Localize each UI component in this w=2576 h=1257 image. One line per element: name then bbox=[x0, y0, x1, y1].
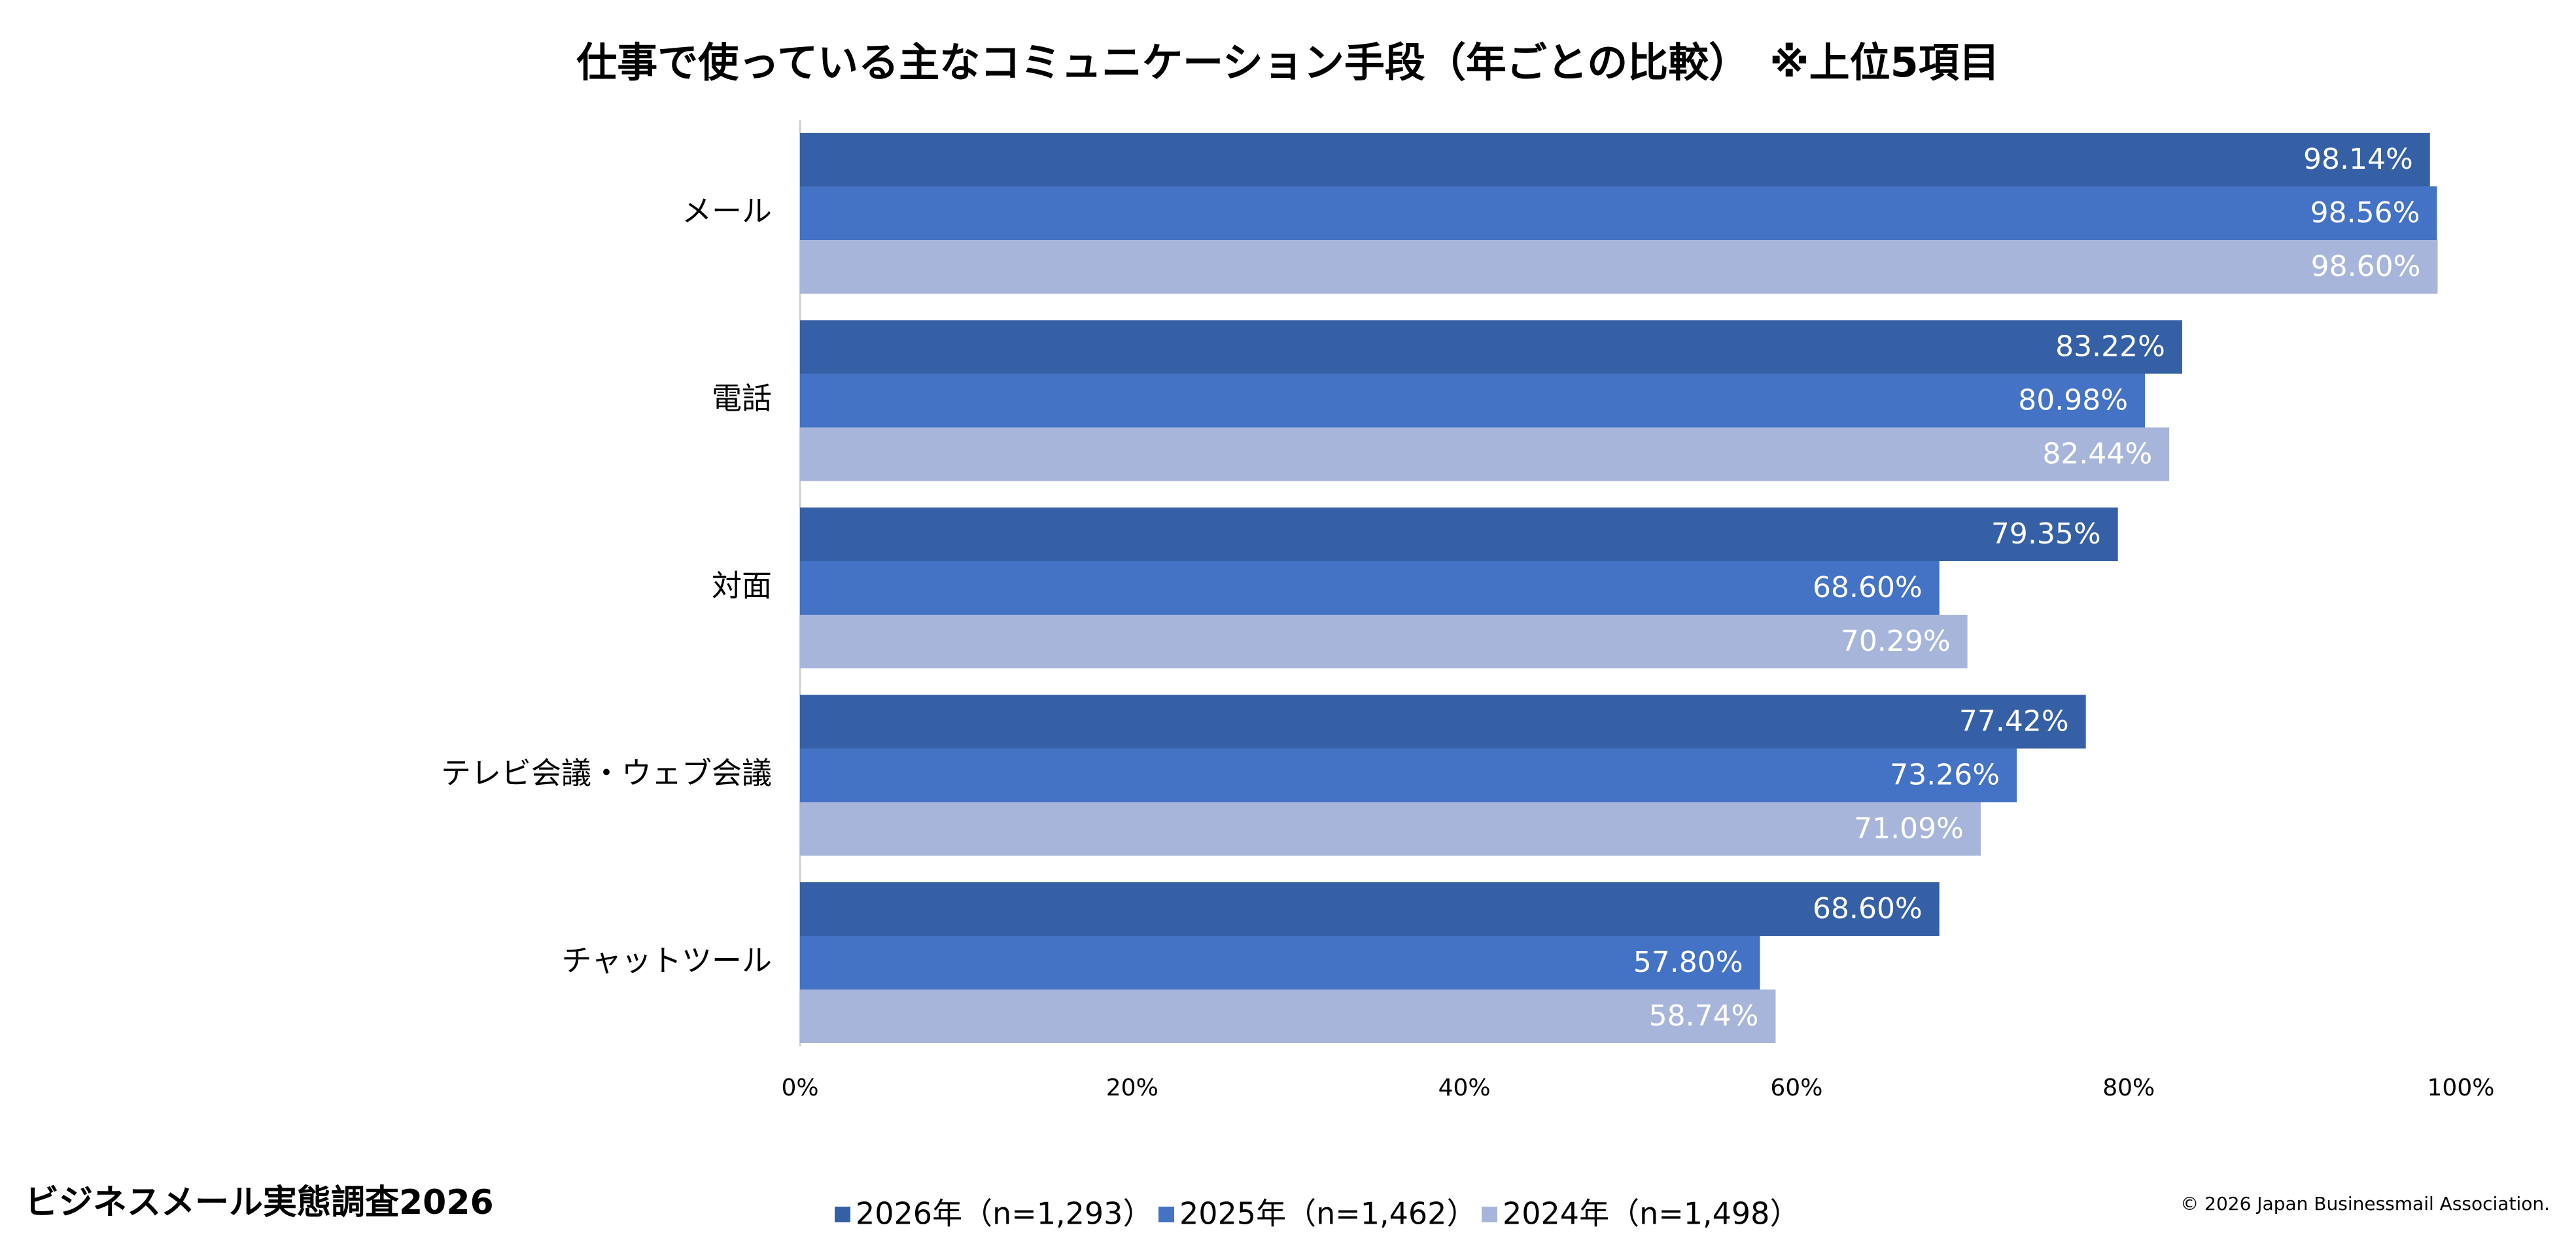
bar bbox=[800, 615, 1968, 668]
bar bbox=[800, 695, 2086, 749]
y-tick-label: 電話 bbox=[712, 381, 772, 416]
value-label: 82.44% bbox=[2042, 438, 2152, 471]
value-label: 68.60% bbox=[1813, 892, 1923, 925]
bar bbox=[800, 990, 1776, 1043]
value-label: 71.09% bbox=[1854, 812, 1964, 846]
legend-label: 2024年（n=1,498） bbox=[1503, 1196, 1800, 1231]
bar bbox=[800, 802, 1981, 856]
copyright: © 2026 Japan Businessmail Association. bbox=[2180, 1193, 2550, 1214]
value-label: 83.22% bbox=[2055, 330, 2165, 364]
bar bbox=[800, 427, 2170, 481]
value-label: 80.98% bbox=[2018, 384, 2128, 417]
chart-title: 仕事で使っている主なコミュニケーション手段（年ごとの比較） ※上位5項目 bbox=[576, 39, 1999, 86]
x-tick-label: 20% bbox=[1106, 1075, 1158, 1101]
x-tick-label: 100% bbox=[2428, 1075, 2495, 1101]
x-tick-label: 40% bbox=[1438, 1075, 1491, 1101]
bar bbox=[800, 240, 2438, 294]
bar bbox=[800, 508, 2118, 561]
value-label: 58.74% bbox=[1649, 999, 1759, 1033]
legend-label: 2026年（n=1,293） bbox=[856, 1196, 1153, 1231]
bar bbox=[800, 320, 2182, 374]
legend-swatch bbox=[1482, 1207, 1497, 1222]
bar bbox=[800, 133, 2430, 186]
value-label: 98.56% bbox=[2310, 196, 2420, 230]
value-label: 70.29% bbox=[1841, 625, 1951, 658]
bar bbox=[800, 748, 2017, 802]
bar bbox=[800, 882, 1940, 936]
bar bbox=[800, 373, 2146, 428]
value-label: 73.26% bbox=[1890, 759, 2000, 792]
bar bbox=[800, 936, 1760, 990]
bar bbox=[800, 186, 2437, 240]
y-tick-label: メール bbox=[682, 194, 772, 229]
source: ビジネスメール実態調査2026 bbox=[25, 1183, 494, 1222]
value-label: 57.80% bbox=[1633, 946, 1743, 979]
legend-swatch bbox=[1158, 1207, 1174, 1222]
y-tick-label: 対面 bbox=[712, 568, 772, 604]
bar bbox=[800, 561, 1940, 615]
x-tick-label: 60% bbox=[1770, 1075, 1822, 1101]
value-label: 98.60% bbox=[2311, 250, 2421, 283]
x-tick-label: 0% bbox=[781, 1075, 818, 1101]
value-label: 68.60% bbox=[1813, 571, 1923, 604]
y-tick-label: チャットツール bbox=[561, 943, 772, 978]
x-tick-label: 80% bbox=[2102, 1075, 2155, 1101]
legend-swatch bbox=[835, 1207, 850, 1222]
value-label: 77.42% bbox=[1959, 705, 2069, 738]
legend-label: 2025年（n=1,462） bbox=[1179, 1196, 1476, 1231]
value-label: 79.35% bbox=[1991, 517, 2101, 551]
y-tick-label: テレビ会議・ウェブ会議 bbox=[441, 755, 772, 791]
value-label: 98.14% bbox=[2303, 143, 2413, 176]
